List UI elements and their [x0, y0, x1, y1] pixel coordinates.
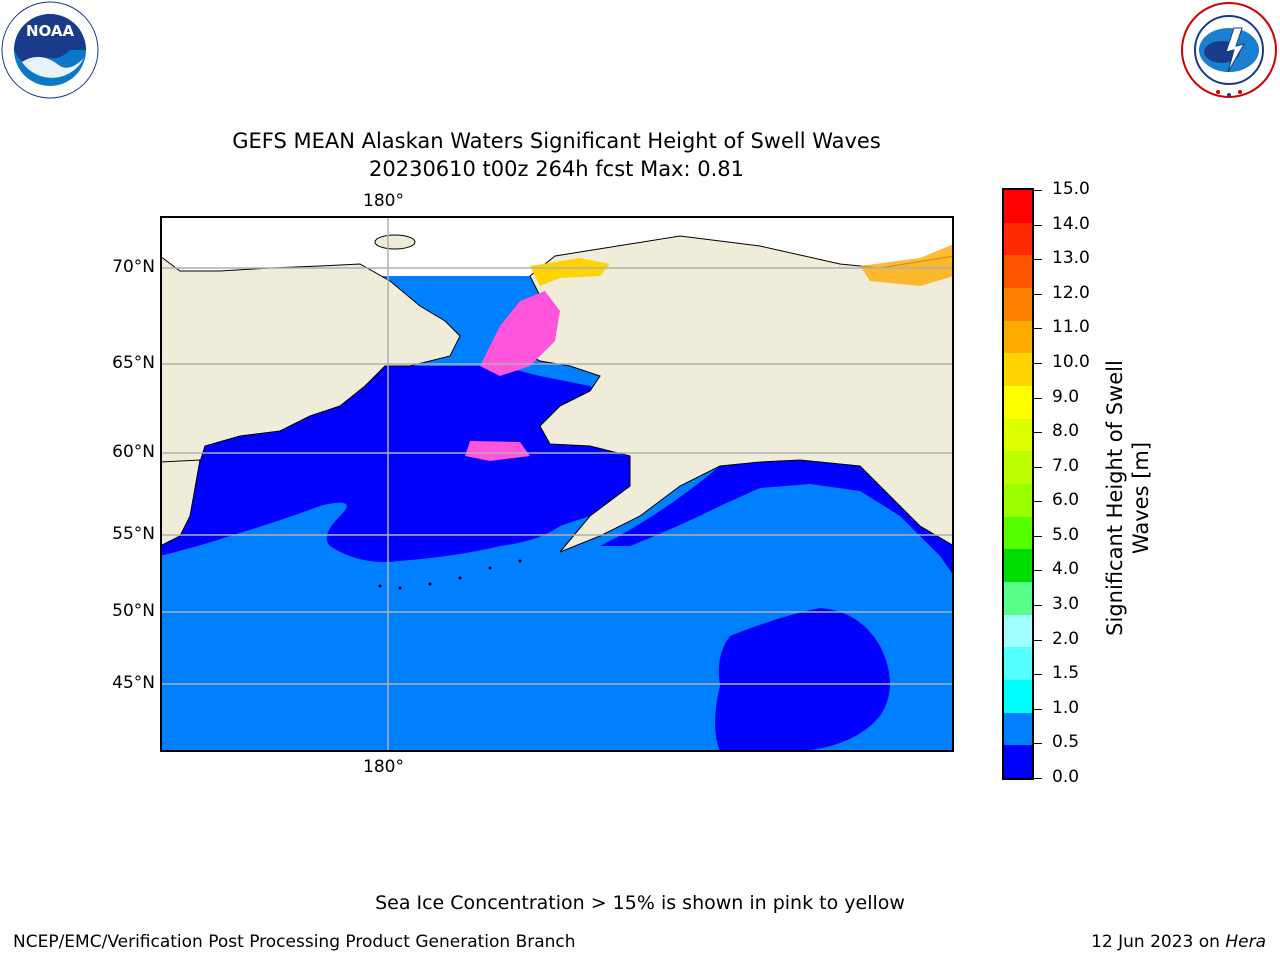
- colorbar-segment: [1004, 320, 1032, 354]
- colorbar-segment: [1004, 581, 1032, 615]
- colorbar-tick-label: 1.5: [1052, 663, 1080, 684]
- colorbar-tick-mark: [1034, 293, 1042, 295]
- lat-label-45: 45°N: [112, 673, 155, 693]
- colorbar-segment: [1004, 614, 1032, 648]
- bering-sea-north-low: [200, 366, 635, 462]
- colorbar-tick-label: 12.0: [1052, 282, 1090, 303]
- lat-label-65: 65°N: [112, 353, 155, 373]
- colorbar-tick-mark: [1034, 674, 1042, 676]
- colorbar-segment: [1004, 222, 1032, 256]
- branch-credit: NCEP/EMC/Verification Post Processing Pr…: [13, 932, 576, 952]
- colorbar-tick-mark: [1034, 570, 1042, 572]
- lat-label-60: 60°N: [112, 442, 155, 462]
- lat-label-70: 70°N: [112, 257, 155, 277]
- colorbar-tick-label: 2.0: [1052, 628, 1080, 649]
- chart-title: GEFS MEAN Alaskan Waters Significant Hei…: [232, 129, 881, 153]
- colorbar-tick-label: 4.0: [1052, 559, 1080, 580]
- colorbar-tick-mark: [1034, 708, 1042, 710]
- colorbar-segment: [1004, 712, 1032, 746]
- colorbar-label-line1: Significant Height of Swell: [1103, 360, 1127, 636]
- colorbar-tick-label: 13.0: [1052, 248, 1090, 269]
- colorbar-tick-mark: [1034, 328, 1042, 330]
- colorbar-tick-mark: [1034, 501, 1042, 503]
- pacific-low-patch: [715, 608, 890, 752]
- map-plot: [160, 216, 954, 752]
- chart-subtitle: 20230610 t00z 264h fcst Max: 0.81: [369, 157, 744, 181]
- colorbar-segment: [1004, 353, 1032, 386]
- colorbar-segment: [1004, 679, 1032, 713]
- colorbar-segment: [1004, 287, 1032, 321]
- map-grid: [160, 216, 954, 752]
- colorbar-segment: [1004, 385, 1032, 419]
- date-credit: 12 Jun 2023 on Hera: [1091, 932, 1266, 952]
- colorbar-tick-mark: [1034, 466, 1042, 468]
- colorbar-segment: [1004, 190, 1032, 223]
- colorbar-tick-mark: [1034, 743, 1042, 745]
- date-text: 12 Jun 2023 on: [1091, 932, 1226, 952]
- noaa-logo-text: NOAA: [26, 22, 75, 40]
- colorbar-tick-mark: [1034, 535, 1042, 537]
- colorbar-tick-mark: [1034, 190, 1042, 191]
- colorbar-tick-mark: [1034, 778, 1042, 779]
- colorbar-tick-mark: [1034, 432, 1042, 434]
- gulf-coastal-low: [600, 460, 954, 576]
- colorbar-label-line2: Waves [m]: [1129, 441, 1153, 555]
- colorbar-tick-label: 0.0: [1052, 767, 1080, 787]
- colorbar-tick-mark: [1034, 224, 1042, 226]
- colorbar-tick-label: 7.0: [1052, 455, 1080, 476]
- map-frame: [160, 216, 954, 752]
- colorbar-segment: [1004, 418, 1032, 452]
- colorbar-segment: [1004, 745, 1032, 778]
- colorbar-tick-mark: [1034, 397, 1042, 399]
- colorbar-tick-label: 14.0: [1052, 213, 1090, 234]
- colorbar-tick-label: 9.0: [1052, 386, 1080, 407]
- sea-ice-norton: [480, 291, 560, 376]
- land-wrangel-island: [374, 234, 416, 250]
- colorbar-tick-label: 3.0: [1052, 594, 1080, 615]
- bering-sea-low: [160, 446, 640, 562]
- colorbar-tick-label: 8.0: [1052, 421, 1080, 442]
- colorbar-tick-mark: [1034, 605, 1042, 607]
- land-siberia: [160, 255, 461, 463]
- colorbar-label: Significant Height of Swell Waves [m]: [1102, 338, 1154, 658]
- lon-top-label: 180°: [363, 191, 404, 211]
- sea-ice-beaufort: [860, 244, 954, 286]
- noaa-logo-icon: NOAA: [1, 1, 99, 99]
- colorbar-tick-label: 11.0: [1052, 317, 1090, 338]
- sea-ice-bristol: [465, 441, 530, 461]
- colorbar-tick-label: 15.0: [1052, 179, 1090, 199]
- colorbar-segment: [1004, 255, 1032, 288]
- lon-bottom-label: 180°: [363, 757, 404, 777]
- colorbar: [1002, 188, 1034, 780]
- colorbar-tick-label: 10.0: [1052, 351, 1090, 372]
- colorbar-segment: [1004, 549, 1032, 582]
- colorbar-tick-label: 5.0: [1052, 524, 1080, 545]
- colorbar-segment: [1004, 483, 1032, 517]
- colorbar-segment: [1004, 451, 1032, 484]
- sea-ice-chukchi: [530, 258, 610, 286]
- colorbar-tick-mark: [1034, 639, 1042, 641]
- lat-label-50: 50°N: [112, 601, 155, 621]
- nws-logo-icon: [1181, 2, 1277, 98]
- colorbar-segment: [1004, 516, 1032, 550]
- colorbar-tick-label: 6.0: [1052, 490, 1080, 511]
- colorbar-segment: [1004, 647, 1032, 680]
- colorbar-tick-label: 1.0: [1052, 697, 1080, 718]
- colorbar-tick-mark: [1034, 362, 1042, 364]
- sea-ice-note: Sea Ice Concentration > 15% is shown in …: [375, 892, 905, 914]
- machine-name: Hera: [1225, 932, 1266, 952]
- lat-label-55: 55°N: [112, 524, 155, 544]
- colorbar-tick-label: 0.5: [1052, 732, 1080, 753]
- land-kamchatka: [160, 459, 201, 547]
- colorbar-tick-mark: [1034, 259, 1042, 261]
